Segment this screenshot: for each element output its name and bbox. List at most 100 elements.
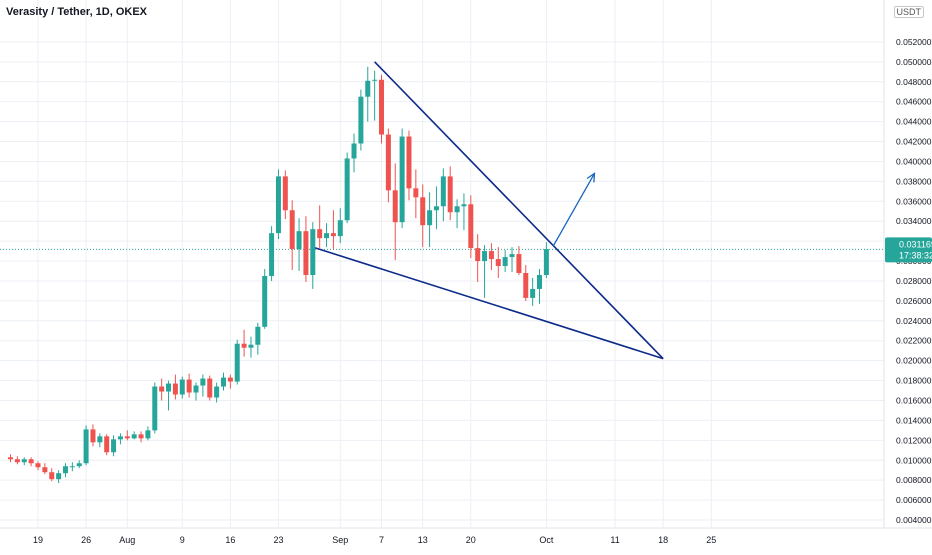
candle-body <box>440 176 446 207</box>
candle-bearish <box>282 170 288 220</box>
candle-bullish <box>166 380 172 411</box>
price-tick-label: 0.028000 <box>896 276 932 286</box>
candle-bullish <box>262 269 268 329</box>
candle-bullish <box>537 269 543 304</box>
candle-body <box>200 378 206 386</box>
candle-bullish <box>358 89 364 151</box>
date-tick-label: 16 <box>225 535 235 545</box>
candle-bullish <box>351 133 357 173</box>
candle-bearish <box>172 374 178 400</box>
projection-arrow-shaft <box>552 173 596 247</box>
candle-body <box>372 79 378 81</box>
price-tick-label: 0.024000 <box>896 316 932 326</box>
candle-body <box>488 251 494 260</box>
candle-body <box>152 386 158 431</box>
candle-body <box>516 254 522 273</box>
price-tick-label: 0.036000 <box>896 196 932 206</box>
date-tick-label: 7 <box>379 535 384 545</box>
price-tick-label: 0.010000 <box>896 455 932 465</box>
candle-body <box>420 197 426 226</box>
candle-body <box>296 231 302 250</box>
candle-bullish <box>372 70 378 121</box>
candle-body <box>214 386 220 398</box>
price-axis[interactable]: 0.004000 0.006000 0.008000 0.010000 0.012000… <box>896 37 932 525</box>
candle-bullish <box>200 374 206 397</box>
candle-bearish <box>241 329 247 357</box>
candle-body <box>330 233 336 237</box>
candle-bearish <box>488 243 494 271</box>
candle-body <box>42 467 48 473</box>
candle-body <box>461 204 467 207</box>
date-tick-label: 19 <box>33 535 43 545</box>
candle-bullish <box>399 128 405 229</box>
candle-body <box>282 176 288 211</box>
last-price-tag-bg <box>885 237 932 263</box>
candle-bullish <box>76 460 82 469</box>
candle-body <box>14 459 20 463</box>
currency-unit-badge[interactable]: USDT <box>893 6 924 18</box>
candle-bearish <box>104 434 110 456</box>
price-tick-label: 0.046000 <box>896 97 932 107</box>
candle-body <box>344 158 350 221</box>
candle-body <box>179 379 185 395</box>
candle-bullish <box>69 462 75 472</box>
candle-body <box>248 344 254 348</box>
candle-bullish <box>131 431 137 440</box>
candle-bullish <box>324 223 330 248</box>
candle-bearish <box>303 216 309 282</box>
date-tick-label: 11 <box>610 535 619 545</box>
candle-bullish <box>56 470 62 484</box>
candle-bullish <box>97 433 103 448</box>
candle-bearish <box>42 463 48 475</box>
candle-body <box>138 434 144 439</box>
candle-bullish <box>248 336 254 358</box>
candle-body <box>255 326 261 345</box>
candle-bullish <box>275 169 281 240</box>
candle-bullish <box>296 218 302 272</box>
date-tick-label: 23 <box>273 535 283 545</box>
candle-bearish <box>406 130 412 201</box>
candle-bullish <box>461 193 467 231</box>
candle-bearish <box>379 74 384 144</box>
candle-body <box>159 386 165 392</box>
candle-bearish <box>317 205 323 249</box>
candle-bullish <box>117 433 123 445</box>
candle-body <box>413 188 419 198</box>
time-axis[interactable]: 19 26 Aug 9 16 23 Sep 7 13 20 Oct 11 18 25 <box>33 535 716 545</box>
candle-body <box>97 436 103 443</box>
candle-body <box>317 229 323 239</box>
candle-body <box>166 383 172 392</box>
price-tick-label: 0.008000 <box>896 475 932 485</box>
candle-bullish <box>440 168 446 222</box>
date-tick-label: 13 <box>418 535 428 545</box>
candle-body <box>392 190 398 223</box>
price-tick-label: 0.026000 <box>896 296 932 306</box>
price-tick-label: 0.022000 <box>896 336 932 346</box>
candle-bullish <box>502 250 508 272</box>
date-tick-label: Aug <box>119 535 135 545</box>
candle-bearish <box>413 169 419 219</box>
candle-body <box>8 457 14 460</box>
candle-body <box>145 430 151 439</box>
projection-arrow-head <box>586 172 596 183</box>
price-tick-label: 0.038000 <box>896 176 932 186</box>
price-tick-label: 0.020000 <box>896 356 932 366</box>
candle-body <box>502 257 508 267</box>
candle-body <box>427 210 433 226</box>
candle-body <box>406 136 412 189</box>
price-tick-label: 0.044000 <box>896 117 932 127</box>
price-tick-label: 0.012000 <box>896 435 932 445</box>
candle-bullish <box>214 382 220 403</box>
candle-bullish <box>433 186 439 230</box>
candle-body <box>358 96 364 144</box>
candle-body <box>399 136 405 223</box>
candle-bearish <box>207 375 213 401</box>
price-tick-label: 0.034000 <box>896 216 932 226</box>
candle-bearish <box>420 184 426 248</box>
candle-body <box>69 466 75 468</box>
candle-body <box>537 274 543 289</box>
candle-bullish <box>255 322 261 355</box>
last-price-value: 0.031169 <box>899 239 932 249</box>
